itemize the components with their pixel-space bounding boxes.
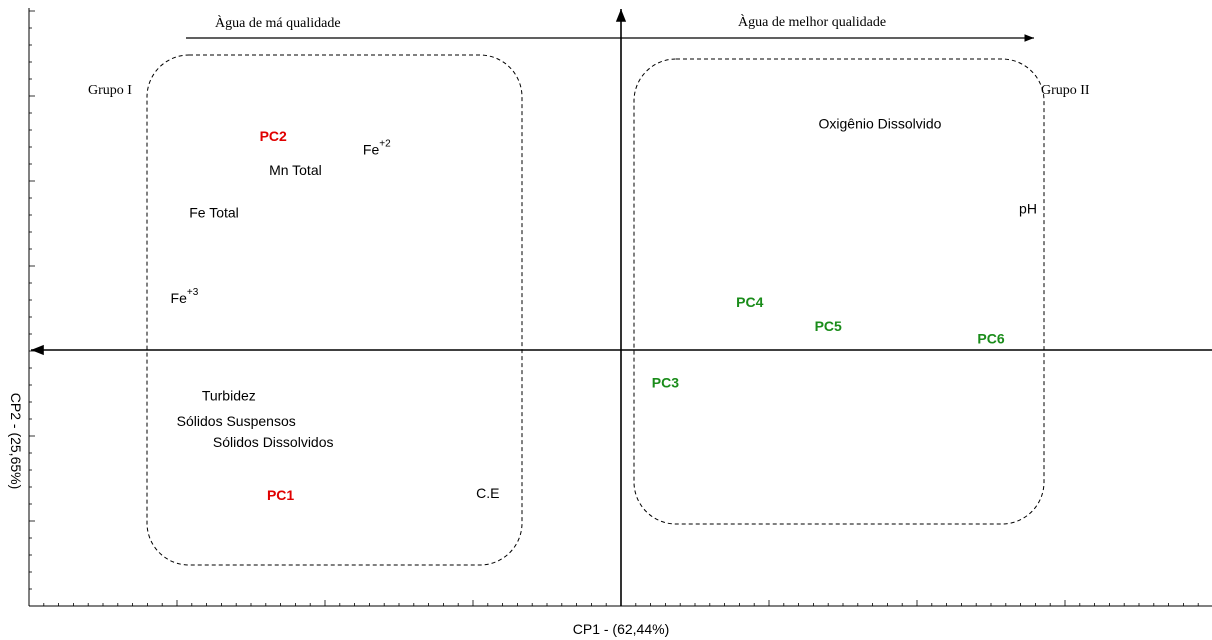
variable-label: pH — [1019, 201, 1037, 217]
bad-quality-label: Àgua de má qualidade — [215, 14, 341, 31]
point-label-pc2: PC2 — [260, 128, 287, 144]
sampling-points: PC1 PC2 PC3 PC4 PC5 PC6 — [260, 128, 1005, 503]
group-1-outline — [146, 54, 523, 566]
variable-label: Fe Total — [189, 205, 239, 221]
variable-label: Oxigênio Dissolvido — [819, 116, 942, 132]
point-label-pc6: PC6 — [977, 331, 1004, 347]
variable-label: Mn Total — [269, 162, 322, 178]
x-axis-label: CP1 - (62,44%) — [573, 621, 669, 637]
group-1-label: Grupo I — [88, 83, 132, 98]
variable-label: Sólidos Dissolvidos — [213, 434, 334, 450]
ion-charge: +3 — [187, 287, 199, 298]
point-label-pc5: PC5 — [815, 318, 842, 334]
variable-label: Turbidez — [202, 388, 256, 404]
ion-label: Fe+3 — [171, 287, 199, 306]
ion-labels: Fe+2Fe+3 — [171, 138, 392, 306]
group-2-label: Grupo II — [1041, 83, 1090, 98]
ion-charge: +2 — [379, 138, 391, 149]
point-label-pc1: PC1 — [267, 487, 294, 503]
y-axis-label: CP2 - (25,65%) — [8, 393, 24, 489]
ion-base: Fe — [171, 290, 188, 306]
variable-labels: Oxigênio Dissolvido Mn Total Fe Total pH Tur… — [177, 116, 1037, 502]
variable-label: C.E — [476, 485, 499, 501]
group-2-outline — [633, 58, 1045, 525]
ion-base: Fe — [363, 141, 380, 157]
axis-ticks — [29, 10, 1199, 606]
variable-label: Sólidos Suspensos — [177, 413, 296, 429]
point-label-pc4: PC4 — [736, 294, 763, 310]
point-label-pc3: PC3 — [652, 375, 679, 391]
ion-label: Fe+2 — [363, 138, 391, 157]
good-quality-label: Àgua de melhor qualidade — [738, 13, 886, 30]
